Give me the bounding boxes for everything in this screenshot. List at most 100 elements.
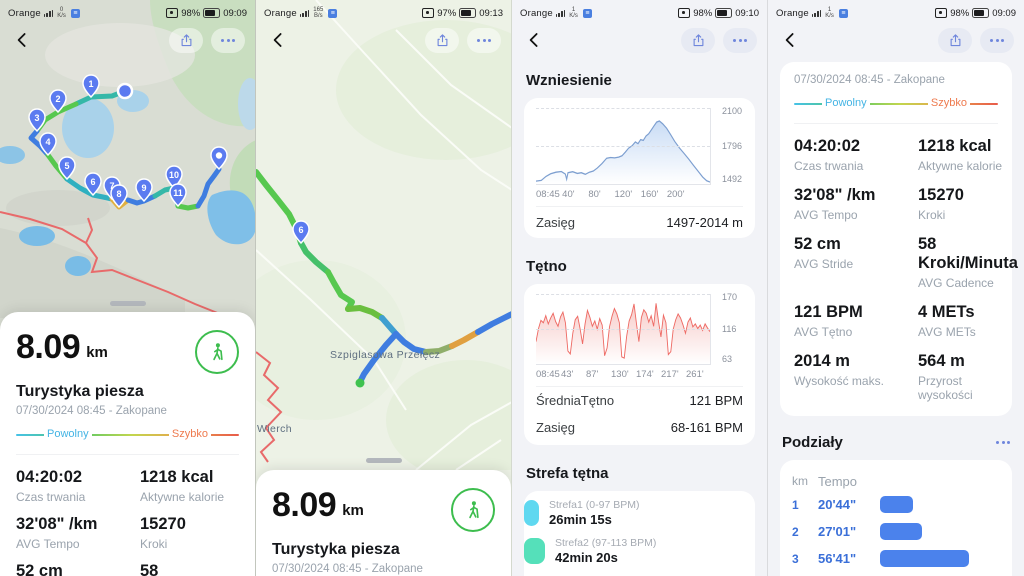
more-button[interactable]: [467, 27, 501, 53]
stat-label: AVG Stride: [794, 257, 854, 271]
share-button[interactable]: [425, 27, 459, 53]
summary-stats-card: 07/30/2024 08:45 - Zakopane Powolny Szyb…: [780, 62, 1018, 416]
split-row: 3 56'41": [792, 545, 1000, 572]
net-speed-unit: B/s: [313, 13, 323, 19]
trail-red: [0, 211, 226, 317]
route-end-marker[interactable]: [210, 146, 228, 170]
route-polyline: [256, 169, 511, 385]
split-row: 4 65'19": [792, 572, 1000, 576]
net-speed-unit: K/s: [569, 13, 578, 19]
clock-time: 09:09: [223, 7, 247, 19]
battery-icon: [715, 8, 733, 18]
stat-value: 04:20:02: [794, 137, 861, 155]
km-marker-9: 9: [141, 183, 146, 193]
back-button[interactable]: [266, 28, 290, 52]
km-markers[interactable]: 1 2 3 4 5 6 7 8 9 10 11: [28, 74, 187, 208]
heart-zones-card: Strefa1 (0-97 BPM) 26min 15s Strefa2 (97-…: [524, 491, 755, 576]
split-row: 1 20'44": [792, 491, 1000, 518]
screen-record-icon: [678, 8, 691, 18]
more-button[interactable]: [980, 27, 1014, 53]
elevation-xticks: 08:45 40' 80' 120' 160' 200': [536, 189, 685, 200]
zone-name: Strefa2 (97-113 BPM): [555, 537, 657, 549]
battery-percent: 98%: [181, 7, 201, 19]
drag-handle[interactable]: [365, 458, 402, 463]
km-marker-6[interactable]: 6: [292, 220, 310, 245]
hr-ytick-top: 170: [722, 292, 738, 302]
stat-label: Kroki: [918, 208, 946, 222]
stat-value: 1218 kcal: [918, 137, 992, 155]
elevation-chart[interactable]: [536, 108, 711, 185]
splits-more-button[interactable]: [996, 441, 1010, 444]
splits-card: km Tempo 1 20'44" 2 27'01" 3 56'41": [780, 460, 1012, 576]
activity-type: Turystyka piesza: [16, 383, 144, 400]
km-marker-6: 6: [90, 177, 95, 187]
svg-text:6: 6: [298, 225, 303, 235]
stat-label: AVG Tempo: [16, 537, 80, 551]
zone-row: Strefa2 (97-113 BPM) 42min 20s: [524, 537, 755, 565]
avg-label: ŚredniaTętno: [536, 393, 615, 408]
map-canvas[interactable]: 1 2 3 4 5 6 7 8 9 10 11: [0, 0, 256, 318]
heart-xticks: 08:45 43' 87' 130' 174' 217' 261': [536, 369, 704, 380]
route-start-marker[interactable]: [116, 82, 134, 100]
net-speed-value: 1: [827, 7, 832, 13]
share-button[interactable]: [938, 27, 972, 53]
elev-ytick-bottom: 1492: [722, 174, 743, 184]
elevation-range-row: Zasięg 1497-2014 m: [536, 206, 743, 238]
heart-range-row: Zasięg 68-161 BPM: [536, 414, 743, 445]
panel-details: Orange 1 K/s ≡ 98% 09:09 07/30/2024 08:45…: [768, 0, 1024, 576]
split-row: 2 27'01": [792, 518, 1000, 545]
back-button[interactable]: [778, 28, 802, 52]
more-icon: [221, 38, 235, 42]
back-button[interactable]: [10, 28, 34, 52]
stat-value: 564 m: [918, 352, 965, 370]
more-icon: [990, 38, 1004, 42]
km-marker-3: 3: [34, 113, 39, 123]
stat-label: Kroki: [140, 537, 168, 551]
km-marker-4: 4: [45, 137, 50, 147]
carrier-label: Orange: [520, 7, 553, 19]
km-marker-10: 10: [169, 170, 179, 180]
activity-datetime: 07/30/2024 08:45 - Zakopane: [16, 405, 167, 417]
share-button[interactable]: [681, 27, 715, 53]
splits-header: km Tempo: [792, 470, 1000, 491]
km-marker-2: 2: [55, 94, 60, 104]
signal-icon: [299, 9, 310, 17]
carrier-label: Orange: [776, 7, 809, 19]
nav-bar: [256, 24, 511, 56]
stats-grid: 04:20:02 Czas trwania 1218 kcal Aktywne ka…: [16, 468, 239, 576]
panel-map-zoom: Szpiglasowa Przełęcz y Wierch 6 Orange 1…: [256, 0, 512, 576]
km-marker-7: 7: [109, 181, 114, 191]
share-button[interactable]: [169, 27, 203, 53]
stat-label: Przyrost wysokości: [918, 374, 973, 402]
back-button[interactable]: [522, 28, 546, 52]
net-speed-value: 0: [59, 7, 64, 13]
app-notification-icon: ≡: [70, 8, 80, 18]
zone-bar: [524, 538, 545, 564]
km-marker-8: 8: [116, 189, 121, 199]
activity-badge: [195, 330, 239, 374]
section-title-splits: Podziały: [782, 434, 1010, 451]
elevation-line: [536, 120, 710, 183]
net-speed-value: 1: [571, 7, 576, 13]
stat-label: Czas trwania: [794, 159, 864, 173]
map-canvas[interactable]: Szpiglasowa Przełęcz y Wierch 6: [256, 0, 512, 470]
nav-bar: [768, 24, 1024, 56]
stat-value: 58 Kroki/Minuta: [140, 562, 159, 576]
more-icon: [733, 38, 747, 42]
stat-value: 2014 m: [794, 352, 850, 370]
trail-red: [256, 351, 283, 463]
zone-row: Strefa1 (0-97 BPM) 26min 15s: [524, 499, 755, 527]
panel-charts: Orange 1 K/s ≡ 98% 09:10 Wzniesienie: [512, 0, 768, 576]
stat-label: Aktywne kalorie: [918, 159, 1003, 173]
distance-value: 8.09: [16, 328, 81, 366]
more-button[interactable]: [723, 27, 757, 53]
hiker-icon: [469, 501, 479, 519]
stat-label: Aktywne kalorie: [140, 490, 225, 504]
more-button[interactable]: [211, 27, 245, 53]
heart-chart[interactable]: [536, 294, 711, 365]
range-label: Zasięg: [536, 215, 576, 230]
activity-badge: [451, 488, 495, 532]
drag-handle[interactable]: [109, 301, 146, 306]
zone-duration: 26min 15s: [549, 512, 612, 527]
